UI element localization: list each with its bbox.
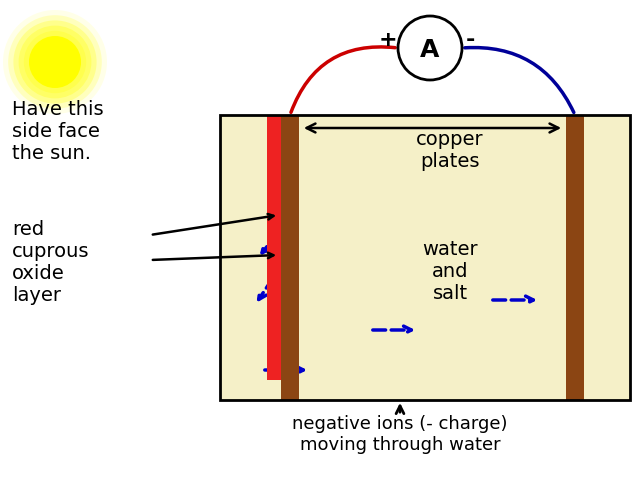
Circle shape bbox=[398, 16, 462, 80]
Text: water
and
salt: water and salt bbox=[422, 240, 478, 303]
Bar bbox=[566, 115, 584, 400]
Text: +: + bbox=[379, 30, 397, 50]
Text: -: - bbox=[465, 30, 475, 50]
Circle shape bbox=[19, 25, 92, 98]
Circle shape bbox=[24, 31, 86, 93]
Circle shape bbox=[29, 36, 81, 88]
Text: Have this
side face
the sun.: Have this side face the sun. bbox=[12, 100, 104, 163]
Text: copper
plates: copper plates bbox=[416, 130, 484, 171]
Bar bbox=[281, 115, 299, 400]
Circle shape bbox=[29, 36, 81, 88]
Circle shape bbox=[13, 20, 97, 104]
Bar bbox=[220, 115, 630, 400]
FancyArrowPatch shape bbox=[465, 48, 574, 112]
Text: red
cuprous
oxide
layer: red cuprous oxide layer bbox=[12, 220, 90, 305]
Text: negative ions (- charge)
moving through water: negative ions (- charge) moving through … bbox=[292, 415, 508, 454]
FancyArrowPatch shape bbox=[291, 47, 396, 112]
Bar bbox=[220, 115, 630, 400]
Circle shape bbox=[8, 15, 102, 109]
Text: A: A bbox=[420, 38, 440, 62]
Bar bbox=[267, 115, 281, 380]
Circle shape bbox=[3, 10, 107, 114]
